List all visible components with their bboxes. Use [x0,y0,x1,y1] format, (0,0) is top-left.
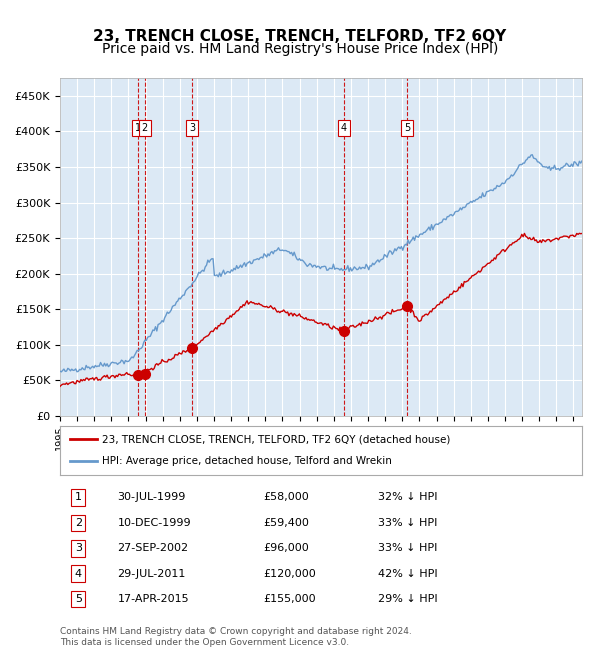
Text: 33% ↓ HPI: 33% ↓ HPI [379,543,438,553]
Text: 29-JUL-2011: 29-JUL-2011 [118,569,186,578]
Text: 3: 3 [75,543,82,553]
Text: £120,000: £120,000 [263,569,316,578]
Text: 30-JUL-1999: 30-JUL-1999 [118,493,186,502]
Text: 27-SEP-2002: 27-SEP-2002 [118,543,188,553]
Text: 42% ↓ HPI: 42% ↓ HPI [379,569,438,578]
Text: 2: 2 [75,518,82,528]
Text: 4: 4 [75,569,82,578]
Text: HPI: Average price, detached house, Telford and Wrekin: HPI: Average price, detached house, Telf… [102,456,392,466]
Text: 1: 1 [135,123,141,133]
Text: 1: 1 [75,493,82,502]
Text: £59,400: £59,400 [263,518,310,528]
Text: 4: 4 [341,123,347,133]
Text: Contains HM Land Registry data © Crown copyright and database right 2024.
This d: Contains HM Land Registry data © Crown c… [60,627,412,647]
Text: 3: 3 [190,123,196,133]
Text: 23, TRENCH CLOSE, TRENCH, TELFORD, TF2 6QY (detached house): 23, TRENCH CLOSE, TRENCH, TELFORD, TF2 6… [102,434,450,445]
Text: 2: 2 [142,123,148,133]
Text: 17-APR-2015: 17-APR-2015 [118,594,189,604]
Text: 29% ↓ HPI: 29% ↓ HPI [379,594,438,604]
Text: £58,000: £58,000 [263,493,310,502]
Text: Price paid vs. HM Land Registry's House Price Index (HPI): Price paid vs. HM Land Registry's House … [102,42,498,57]
Text: £155,000: £155,000 [263,594,316,604]
Text: 5: 5 [404,123,410,133]
Text: 33% ↓ HPI: 33% ↓ HPI [379,518,438,528]
Text: 5: 5 [75,594,82,604]
Text: 32% ↓ HPI: 32% ↓ HPI [379,493,438,502]
Text: £96,000: £96,000 [263,543,310,553]
Text: 10-DEC-1999: 10-DEC-1999 [118,518,191,528]
Text: 23, TRENCH CLOSE, TRENCH, TELFORD, TF2 6QY: 23, TRENCH CLOSE, TRENCH, TELFORD, TF2 6… [94,29,506,44]
